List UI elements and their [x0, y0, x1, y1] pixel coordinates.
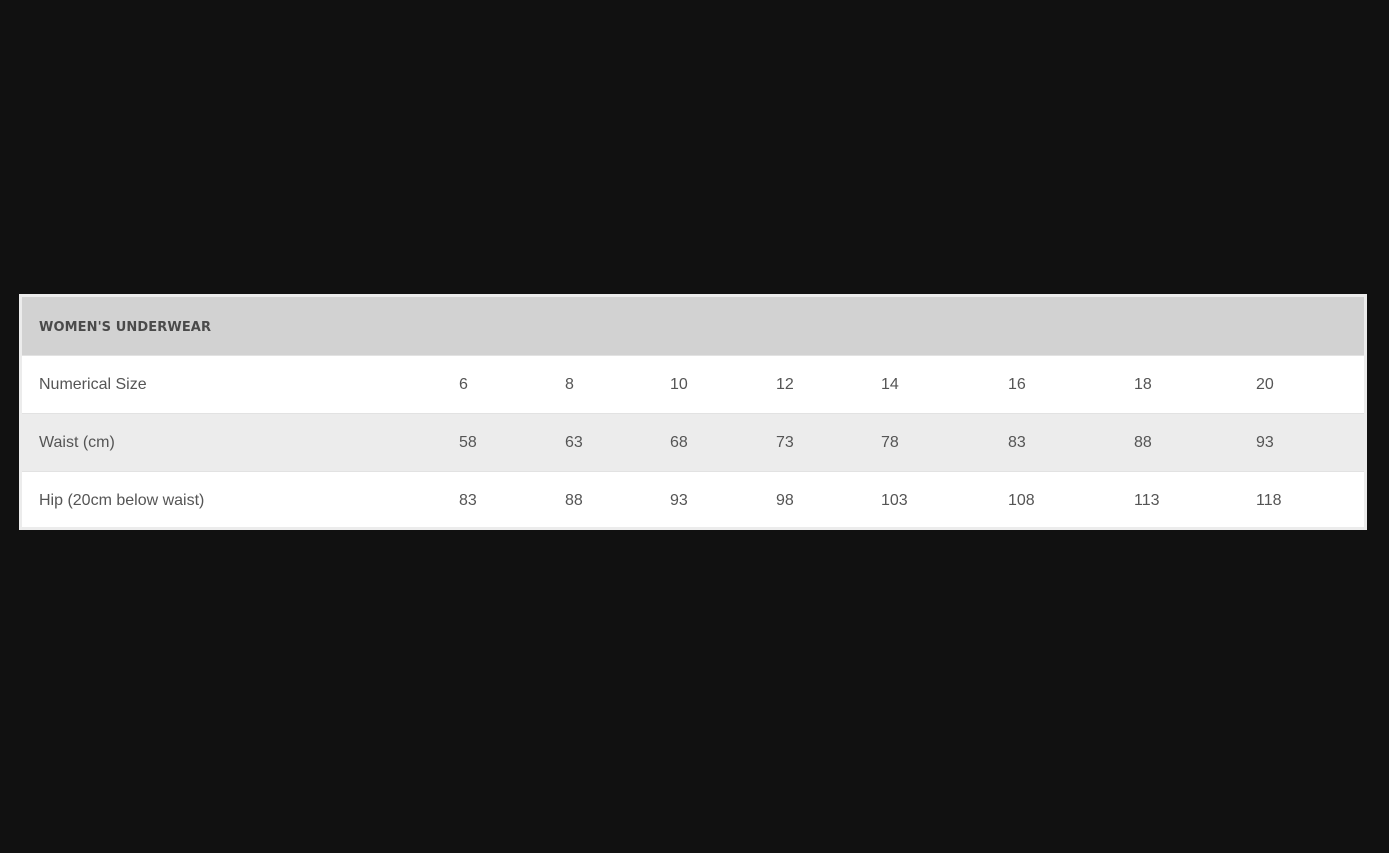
- table-cell: 108: [1008, 492, 1035, 509]
- table-row: Waist (cm) 58 63 68 73 78 83 88 93: [22, 413, 1364, 471]
- table-cell: 58: [459, 434, 477, 451]
- table-cell: 12: [776, 376, 794, 393]
- table-cell: 63: [565, 434, 583, 451]
- table-row: Numerical Size 6 8 10 12 14 16 18 20: [22, 355, 1364, 413]
- table-row: Hip (20cm below waist) 83 88 93 98 103 108 113 1…: [22, 471, 1364, 529]
- table-cell: 93: [1256, 434, 1274, 451]
- row-label: Waist (cm): [39, 434, 115, 451]
- table-cell: 18: [1134, 376, 1152, 393]
- table-cell: 83: [459, 492, 477, 509]
- table-cell: 14: [881, 376, 899, 393]
- table-cell: 6: [459, 376, 468, 393]
- table-cell: 103: [881, 492, 908, 509]
- table-cell: 20: [1256, 376, 1274, 393]
- table-cell: 10: [670, 376, 688, 393]
- size-chart-table: WOMEN'S UNDERWEAR Numerical Size 6 8 10 12 14…: [19, 294, 1367, 530]
- table-cell: 88: [1134, 434, 1152, 451]
- table-cell: 93: [670, 492, 688, 509]
- table-title: WOMEN'S UNDERWEAR: [39, 320, 212, 335]
- table-cell: 83: [1008, 434, 1026, 451]
- table-cell: 118: [1256, 492, 1282, 509]
- table-header: WOMEN'S UNDERWEAR: [22, 297, 1364, 355]
- table-cell: 16: [1008, 376, 1026, 393]
- table-cell: 88: [565, 492, 583, 509]
- table-cell: 98: [776, 492, 794, 509]
- table-cell: 8: [565, 376, 574, 393]
- table-cell: 78: [881, 434, 899, 451]
- table-cell: 113: [1134, 492, 1160, 509]
- table-cell: 73: [776, 434, 794, 451]
- row-label: Numerical Size: [39, 376, 147, 393]
- table-cell: 68: [670, 434, 688, 451]
- row-label: Hip (20cm below waist): [39, 492, 205, 509]
